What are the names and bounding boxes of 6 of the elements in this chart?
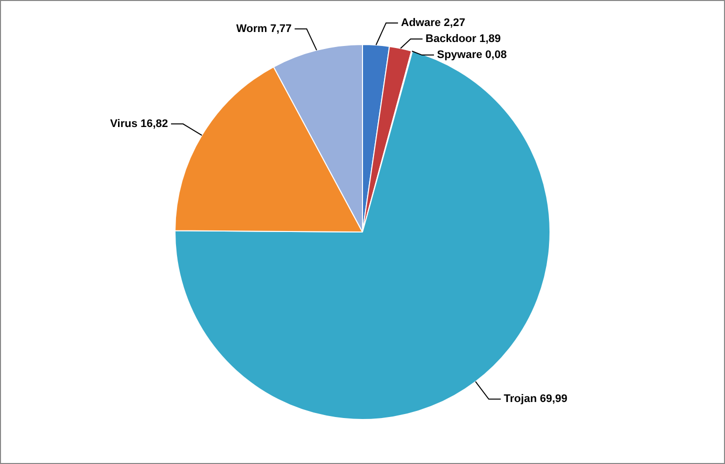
slice-label: Backdoor 1,89 [426,33,501,46]
slice-label: Spyware 0,08 [436,49,507,62]
slice-label: Adware 2,27 [401,17,466,30]
slice-label: Trojan 69,99 [504,393,568,406]
slice-label: Worm 7,77 [236,22,292,35]
slice-label: Virus 16,82 [110,118,168,130]
